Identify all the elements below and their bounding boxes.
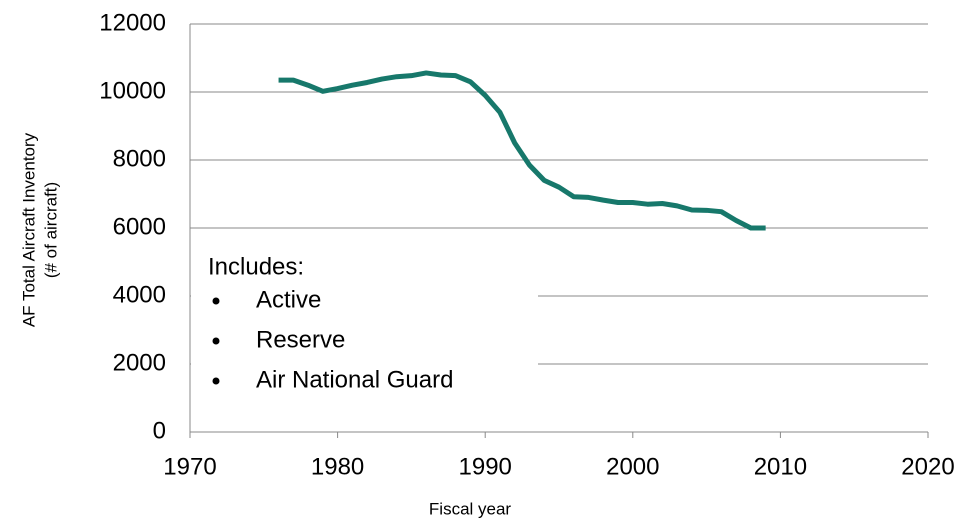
data-line (278, 70, 766, 231)
annotation-item: Reserve (256, 326, 345, 353)
x-tick-label: 1970 (163, 453, 216, 480)
y-axis-label-line: (# of aircraft) (41, 182, 60, 278)
x-tick-label: 2000 (606, 453, 659, 480)
annotation-background (191, 250, 538, 410)
y-tick-label: 4000 (113, 281, 166, 308)
x-tick-label: 1990 (459, 453, 512, 480)
x-tick-label: 2020 (901, 453, 954, 480)
annotation-item: Air National Guard (256, 366, 453, 393)
y-tick-label: 0 (153, 417, 166, 444)
bullet (212, 377, 220, 385)
y-tick-label: 10000 (99, 77, 166, 104)
y-tick-label: 8000 (113, 145, 166, 172)
annotation-item: Active (256, 286, 321, 313)
y-axis-label-line: AF Total Aircraft Inventory (19, 132, 38, 327)
bullet (212, 337, 220, 345)
bullet (212, 297, 220, 305)
y-tick-label: 2000 (113, 349, 166, 376)
x-tick-label: 1980 (311, 453, 364, 480)
y-tick-label: 12000 (99, 9, 166, 36)
annotation-title: Includes: (208, 253, 304, 280)
y-tick-label: 6000 (113, 213, 166, 240)
y-axis-label: AF Total Aircraft Inventory (# of aircra… (19, 132, 60, 327)
x-axis-label: Fiscal year (429, 499, 512, 518)
x-tick-label: 2010 (754, 453, 807, 480)
